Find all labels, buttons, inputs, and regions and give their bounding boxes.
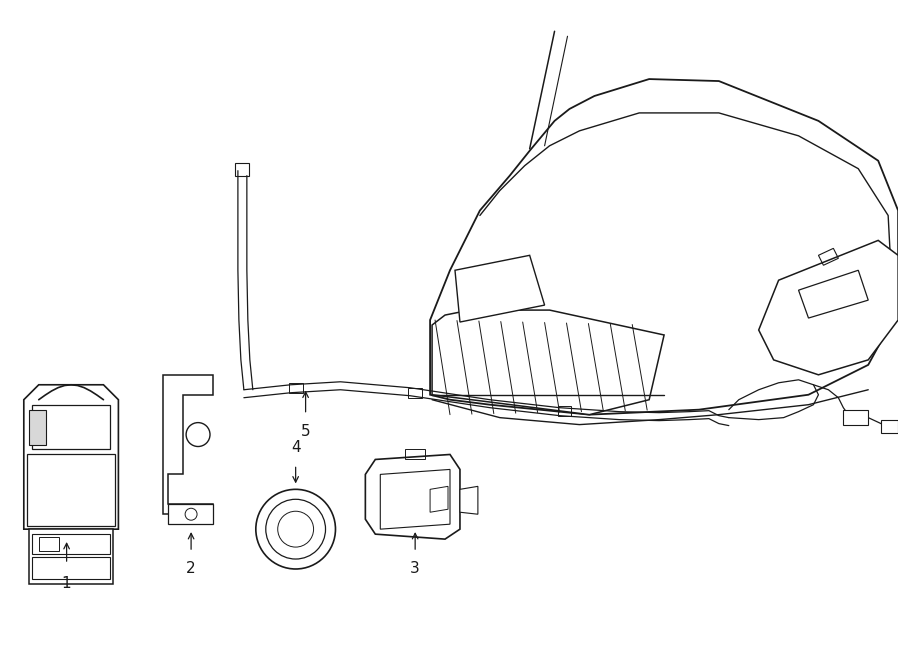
Polygon shape <box>168 504 213 524</box>
Polygon shape <box>432 310 664 414</box>
Polygon shape <box>430 79 898 414</box>
Circle shape <box>278 511 313 547</box>
Polygon shape <box>27 455 115 526</box>
Circle shape <box>185 508 197 520</box>
Polygon shape <box>843 410 868 424</box>
Polygon shape <box>29 410 46 444</box>
Circle shape <box>266 499 326 559</box>
Text: 3: 3 <box>410 561 420 576</box>
Polygon shape <box>29 529 113 584</box>
Polygon shape <box>455 255 544 322</box>
Polygon shape <box>798 270 868 318</box>
Polygon shape <box>365 455 460 539</box>
Polygon shape <box>759 241 898 375</box>
Polygon shape <box>23 385 119 529</box>
Text: 2: 2 <box>186 561 196 576</box>
Text: 5: 5 <box>301 424 310 439</box>
Polygon shape <box>460 486 478 514</box>
Circle shape <box>256 489 336 569</box>
Polygon shape <box>881 420 898 432</box>
Text: 1: 1 <box>62 576 71 592</box>
Polygon shape <box>163 375 213 514</box>
Polygon shape <box>32 405 111 449</box>
Circle shape <box>186 422 210 447</box>
Text: 4: 4 <box>291 440 301 455</box>
